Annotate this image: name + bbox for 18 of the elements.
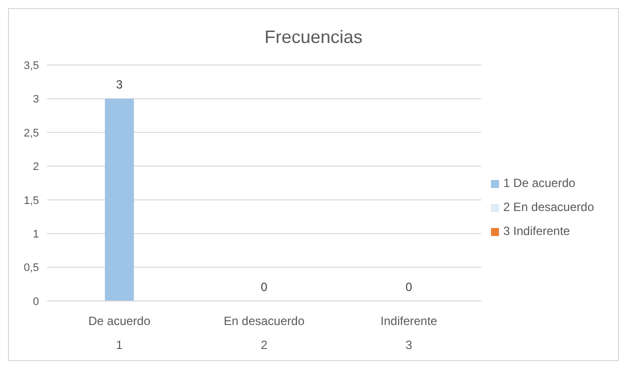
y-tick-label: 3 (32, 94, 39, 106)
y-tick-label: 2 (32, 161, 39, 174)
y-tick-label: 0 (32, 296, 39, 308)
data-label: 0 (260, 280, 268, 294)
data-label: 0 (406, 280, 413, 294)
legend-label: 1 De acuerdo (503, 176, 576, 190)
x-tick-label: De acuerdo 1 (88, 314, 151, 352)
data-label: 3 (116, 78, 124, 92)
y-tick-label: 1,5 (24, 194, 39, 207)
legend-label: 3 Indiferente (503, 224, 570, 238)
y-tick-label: 1 (32, 228, 39, 240)
y-tick-label: 2,5 (24, 127, 39, 140)
y-tick-label: 0,5 (24, 262, 39, 274)
y-tick-label: 3,5 (24, 60, 39, 72)
x-tick-label: Indiferente 3 (380, 314, 438, 352)
x-tick-label: En desacuerdo 2 (224, 314, 305, 352)
chart-title: Frecuencias (263, 26, 364, 49)
legend-label: 2 En desacuerdo (503, 200, 594, 214)
